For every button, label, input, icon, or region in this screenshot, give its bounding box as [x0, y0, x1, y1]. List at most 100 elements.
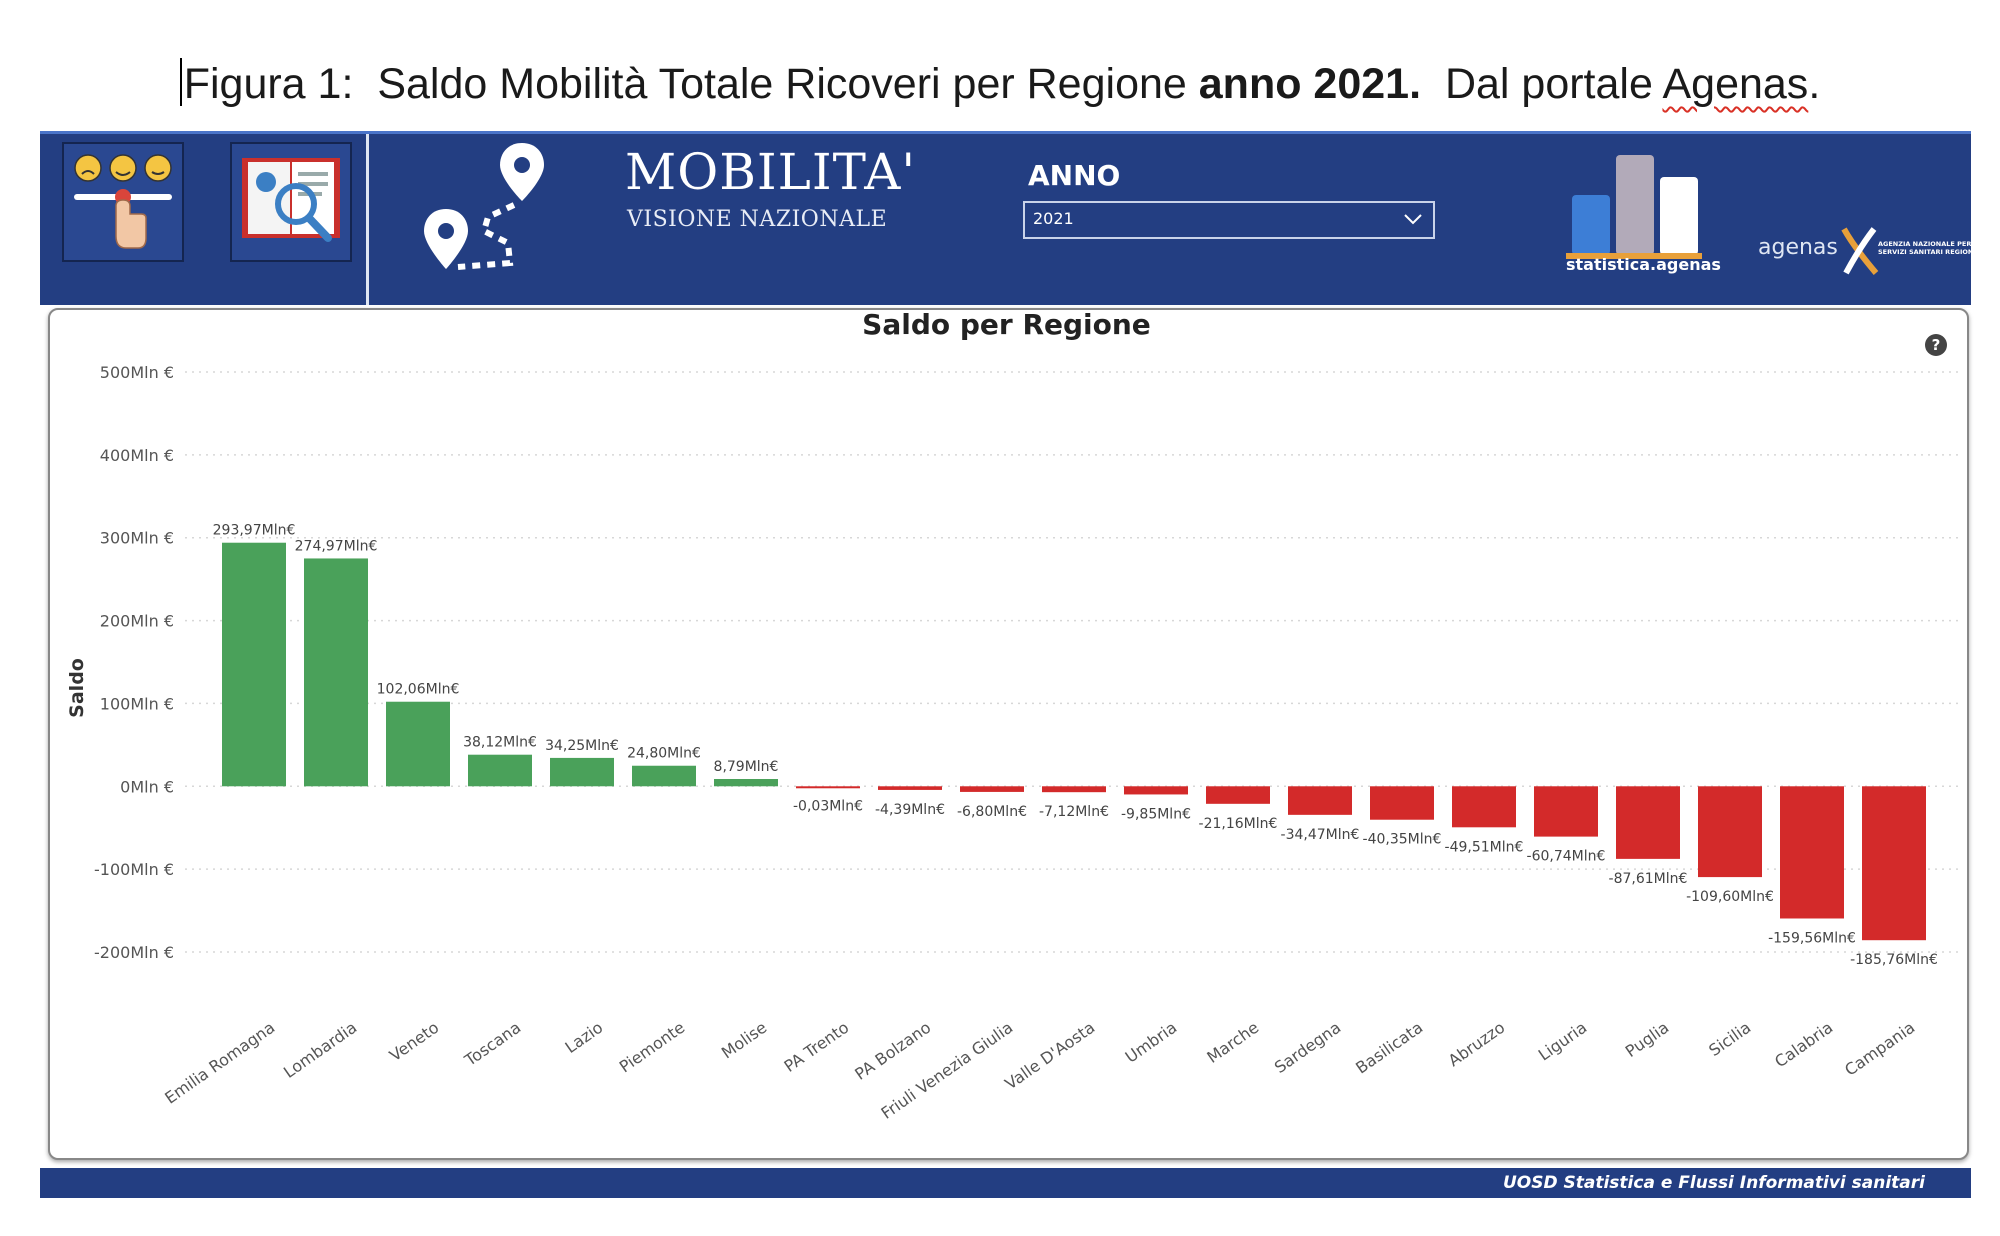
- x-tick-label: PA Trento: [780, 1018, 852, 1076]
- caption-source: Dal portale: [1444, 60, 1653, 108]
- caption-year: anno 2021.: [1198, 60, 1422, 108]
- y-tick-label: -100Mln €: [94, 860, 174, 879]
- report-search-button[interactable]: [230, 142, 352, 262]
- x-tick-label: Emilia Romagna: [161, 1018, 278, 1108]
- chart-title: Saldo per Regione: [862, 308, 1151, 341]
- bar-emilia-romagna[interactable]: [222, 542, 286, 787]
- bars: [222, 542, 1926, 941]
- data-label: -185,76Mln€: [1850, 952, 1938, 968]
- x-axis-ticks: Emilia Romagna Lombardia Veneto Toscana Lazi…: [161, 1018, 1918, 1123]
- footer-bar: UOSD Statistica e Flussi Informativi san…: [40, 1168, 1971, 1198]
- anno-label: ANNO: [1028, 159, 1121, 192]
- anno-dropdown[interactable]: 2021: [1023, 201, 1435, 239]
- bar-lombardia[interactable]: [304, 558, 368, 787]
- bar-valle-d-aosta[interactable]: [1042, 786, 1106, 793]
- bar-campania[interactable]: [1862, 786, 1926, 941]
- chart-card: [48, 308, 1969, 1160]
- data-label: 38,12Mln€: [463, 735, 537, 751]
- caption-end: .: [1808, 60, 1821, 108]
- data-label: -7,12Mln€: [1039, 804, 1109, 820]
- y-axis-ticks: 500Mln € 400Mln € 300Mln € 200Mln € 100Mln €…: [94, 363, 174, 962]
- text-cursor: [179, 58, 182, 106]
- data-label: -4,39Mln€: [875, 802, 945, 818]
- bar-pa-bolzano[interactable]: [878, 786, 942, 790]
- x-tick-label: Veneto: [386, 1018, 442, 1065]
- caption-text: Saldo Mobilità Totale Ricoveri per Regio…: [377, 60, 1187, 108]
- x-tick-label: Molise: [718, 1018, 770, 1063]
- x-tick-label: Sardegna: [1271, 1018, 1344, 1077]
- x-tick-label: Abruzzo: [1445, 1018, 1509, 1071]
- feedback-button[interactable]: [62, 142, 184, 262]
- bar-lazio[interactable]: [550, 757, 614, 787]
- y-tick-label: 0Mln €: [120, 777, 174, 796]
- x-tick-label: Puglia: [1622, 1018, 1673, 1061]
- anno-selected-value: 2021: [1033, 209, 1074, 228]
- data-label: -6,80Mln€: [957, 804, 1027, 820]
- data-label: 102,06Mln€: [377, 682, 460, 698]
- nav-panel: [40, 134, 369, 305]
- bar-puglia[interactable]: [1616, 786, 1680, 859]
- data-label: -49,51Mln€: [1445, 839, 1524, 855]
- y-tick-label: 200Mln €: [100, 612, 174, 631]
- bar-veneto[interactable]: [386, 701, 450, 787]
- bar-liguria[interactable]: [1534, 786, 1598, 837]
- header-top-line: [40, 131, 1971, 134]
- data-label: -87,61Mln€: [1609, 871, 1688, 887]
- x-tick-label: Valle D'Aosta: [1001, 1018, 1098, 1094]
- bar-sardegna[interactable]: [1288, 786, 1352, 815]
- data-label: -109,60Mln€: [1686, 889, 1774, 905]
- figure-caption: Figura 1: Saldo Mobilità Totale Ricoveri…: [0, 58, 2000, 109]
- data-label: -60,74Mln€: [1527, 849, 1606, 865]
- data-label: 8,79Mln€: [714, 759, 779, 775]
- x-tick-label: Friuli Venezia Giulia: [878, 1018, 1017, 1123]
- route-map-icon: [424, 143, 544, 270]
- data-label: 34,25Mln€: [545, 738, 619, 754]
- bar-molise[interactable]: [714, 779, 778, 787]
- y-tick-label: 400Mln €: [100, 446, 174, 465]
- bar-marche[interactable]: [1206, 786, 1270, 804]
- help-icon[interactable]: ?: [1925, 334, 1947, 356]
- data-labels: 293,97Mln€274,97Mln€ 102,06Mln€ 38,12Mln€ 3…: [213, 523, 1938, 968]
- bar-pa-trento[interactable]: [796, 786, 860, 789]
- caption-prefix: Figura 1:: [183, 60, 354, 108]
- agenas-label: agenas: [1758, 235, 1838, 260]
- data-label: 274,97Mln€: [295, 538, 378, 554]
- statistica-agenas-label: statistica.agenas: [1566, 255, 1721, 274]
- y-tick-label: -200Mln €: [94, 943, 174, 962]
- agenas-full-name: AGENZIA NAZIONALE PER I SERVIZI SANITARI…: [1878, 240, 1985, 256]
- bar-piemonte[interactable]: [632, 765, 696, 787]
- feedback-slider-icon: [74, 154, 172, 249]
- data-label: -0,03Mln€: [793, 798, 863, 814]
- bar-umbria[interactable]: [1124, 786, 1188, 795]
- y-tick-label: 100Mln €: [100, 694, 174, 713]
- x-tick-label: PA Bolzano: [851, 1018, 934, 1084]
- bar-sicilia[interactable]: [1698, 786, 1762, 878]
- data-label: -21,16Mln€: [1199, 816, 1278, 832]
- bar-basilicata[interactable]: [1370, 786, 1434, 820]
- footer-text: UOSD Statistica e Flussi Informativi san…: [1502, 1173, 1925, 1193]
- bar-calabria[interactable]: [1780, 786, 1844, 919]
- data-label: 293,97Mln€: [213, 523, 296, 539]
- x-tick-label: Campania: [1841, 1018, 1918, 1080]
- search-report-icon: [242, 158, 340, 242]
- x-tick-label: Lombardia: [280, 1018, 360, 1082]
- x-tick-label: Marche: [1203, 1018, 1262, 1067]
- data-label: -40,35Mln€: [1363, 832, 1442, 848]
- x-tick-label: Calabria: [1771, 1018, 1836, 1072]
- caption-agenas: Agenas: [1662, 60, 1809, 108]
- y-tick-label: 500Mln €: [100, 363, 174, 382]
- bar-toscana[interactable]: [468, 754, 532, 787]
- bar-chart-logo-icon: [1566, 155, 1702, 259]
- x-tick-label: Lazio: [562, 1018, 607, 1057]
- dashboard-header: MOBILITA' VISIONE NAZIONALE ANNO 2021 st…: [40, 131, 1985, 305]
- bar-abruzzo[interactable]: [1452, 786, 1516, 828]
- agenas-logo-icon: [1841, 227, 1879, 275]
- data-label: -34,47Mln€: [1281, 827, 1360, 843]
- dashboard-title: MOBILITA': [625, 143, 917, 201]
- bar-friuli-venezia-giulia[interactable]: [960, 786, 1024, 792]
- x-tick-label: Basilicata: [1352, 1018, 1426, 1078]
- y-axis-label: Saldo: [66, 658, 88, 718]
- x-tick-label: Toscana: [460, 1018, 524, 1071]
- y-tick-label: 300Mln €: [100, 529, 174, 548]
- data-label: 24,80Mln€: [627, 746, 701, 762]
